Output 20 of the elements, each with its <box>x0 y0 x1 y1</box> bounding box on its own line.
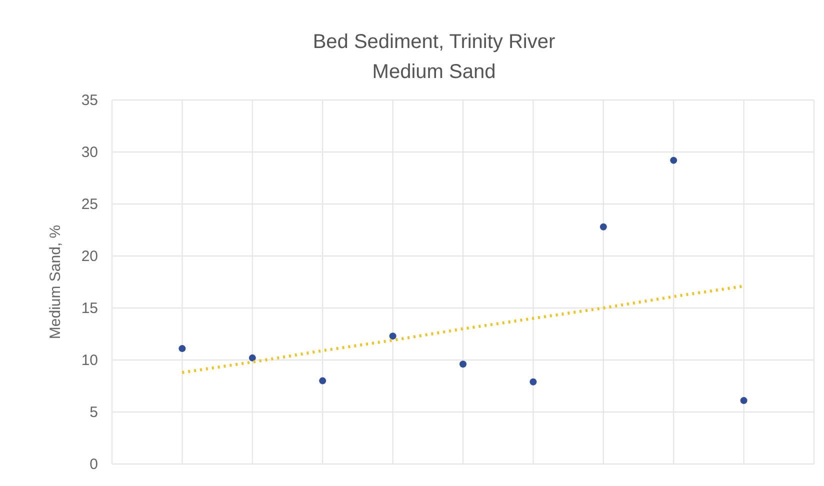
point <box>600 223 607 230</box>
chart-title: Bed Sediment, Trinity River <box>312 31 556 53</box>
chart-subtitle: Medium Sand <box>372 61 496 83</box>
point <box>460 360 466 368</box>
point <box>740 397 748 404</box>
point <box>178 345 186 352</box>
y-tick-label: 15 <box>81 300 98 317</box>
y-tick-label: 0 <box>90 456 98 473</box>
point <box>248 354 256 362</box>
point <box>670 156 678 164</box>
y-tick-label: 25 <box>81 196 98 213</box>
y-tick-label: 35 <box>81 92 98 109</box>
point <box>319 377 326 384</box>
point <box>530 378 537 386</box>
y-axis-title: Medium Sand, % <box>47 224 64 340</box>
y-tick-label: 20 <box>81 248 98 265</box>
point <box>389 332 396 340</box>
y-tick-label: 10 <box>81 352 98 369</box>
y-tick-label: 30 <box>81 144 98 161</box>
y-tick-label: 5 <box>90 404 98 421</box>
